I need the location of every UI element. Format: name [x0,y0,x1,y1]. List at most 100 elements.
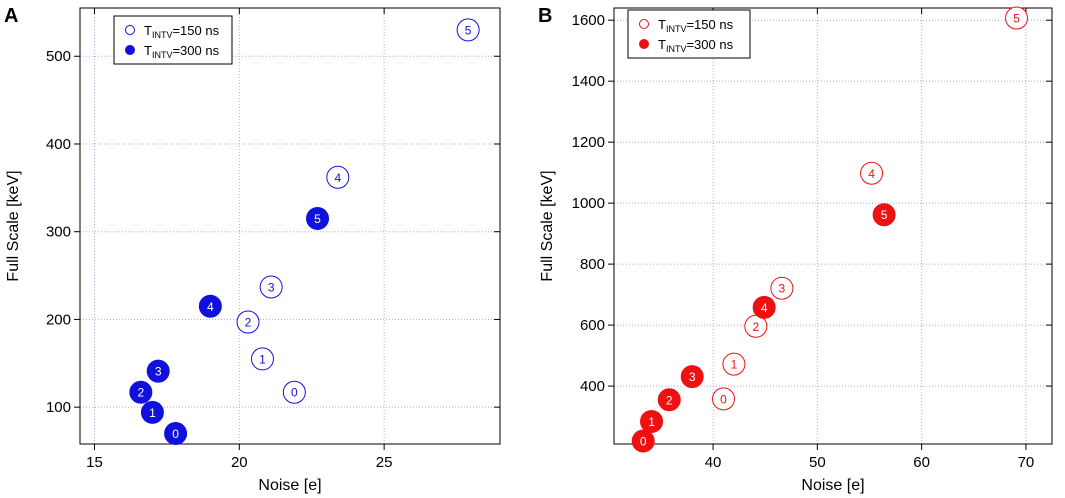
data-point [640,409,664,433]
legend-entry-label: TINTV=150 ns [658,17,734,34]
panel-label: A [4,5,18,27]
data-point [631,429,655,453]
x-tick-label: 60 [913,454,930,471]
x-tick-label: 20 [231,454,248,471]
data-point-label: 5 [881,208,888,222]
panel-label: B [538,5,552,27]
y-tick-label: 400 [46,136,71,153]
y-tick-label: 800 [580,256,605,273]
data-point-label: 1 [149,406,156,420]
x-tick-label: 40 [705,454,722,471]
data-point [860,161,884,185]
x-tick-label: 50 [809,454,826,471]
data-point-label: 0 [291,386,298,400]
data-point [770,276,794,300]
data-point-label: 0 [640,434,647,448]
y-tick-label: 400 [580,378,605,395]
data-point-label: 4 [334,171,341,185]
data-point [657,388,681,412]
legend-base: T [144,23,152,38]
data-point-label: 3 [689,370,696,384]
data-point-label: 5 [465,23,472,37]
data-point [722,352,746,376]
data-point [752,295,776,319]
data-point-label: 0 [172,427,179,441]
legend-subscript: INTV [152,50,173,60]
data-point [306,207,330,231]
legend-base: T [658,17,666,32]
data-point [680,365,704,389]
legend-marker [125,25,135,35]
data-point-label: 4 [207,300,214,314]
y-tick-label: 600 [580,317,605,334]
data-point-label: 1 [648,415,655,429]
y-axis-label: Full Scale [keV] [539,170,556,281]
data-point [146,359,170,383]
y-tick-label: 200 [46,311,71,328]
data-point [259,275,283,299]
legend-subscript: INTV [666,44,687,54]
data-point-label: 2 [245,316,252,330]
y-tick-label: 1200 [572,134,605,151]
data-point [326,165,350,189]
data-point-label: 3 [155,365,162,379]
data-point-label: 3 [779,282,786,296]
legend-entry-label: TINTV=150 ns [144,23,220,40]
legend-entry-label: TINTV=300 ns [658,37,734,54]
legend-box [113,15,233,65]
data-point [140,400,164,424]
y-axis-label: Full Scale [keV] [5,170,22,281]
legend-rest: =150 ns [172,23,219,38]
legend-base: T [144,43,152,58]
y-tick-label: 1000 [572,195,605,212]
data-point [282,380,306,404]
y-tick-label: 300 [46,224,71,241]
data-point [872,203,896,227]
data-point [456,18,480,42]
legend-rest: =300 ns [172,43,219,58]
x-tick-label: 70 [1018,454,1035,471]
data-point [198,294,222,318]
legend-marker [125,45,135,55]
data-point-label: 4 [761,301,768,315]
data-point-label: 0 [720,392,727,406]
legend-box [627,9,751,59]
data-point [164,421,188,445]
data-point-label: 2 [752,320,759,334]
data-point-label: 5 [1013,12,1020,26]
plot-frame [79,7,501,445]
data-point [236,310,260,334]
legend-entry-label: TINTV=300 ns [144,43,220,60]
data-point-label: 5 [314,212,321,226]
plot-frame [613,7,1053,445]
data-point-label: 1 [259,352,266,366]
data-point-label: 4 [868,167,875,181]
data-point-label: 2 [137,386,144,400]
data-point [1005,6,1029,30]
y-tick-label: 100 [46,399,71,416]
y-tick-label: 500 [46,48,71,65]
data-point [250,347,274,371]
x-axis-label: Noise [e] [258,477,321,494]
data-point [129,380,153,404]
data-point-label: 3 [268,280,275,294]
legend-rest: =150 ns [686,17,733,32]
y-tick-label: 1400 [572,73,605,90]
legend-base: T [658,37,666,52]
x-axis-label: Noise [e] [801,477,864,494]
data-point-label: 1 [731,358,738,372]
x-tick-label: 15 [86,454,103,471]
data-point [712,387,735,411]
data-point-label: 2 [666,393,673,407]
y-tick-label: 1600 [572,12,605,29]
legend-marker [639,19,649,29]
legend-rest: =300 ns [686,37,733,52]
x-tick-label: 25 [376,454,393,471]
